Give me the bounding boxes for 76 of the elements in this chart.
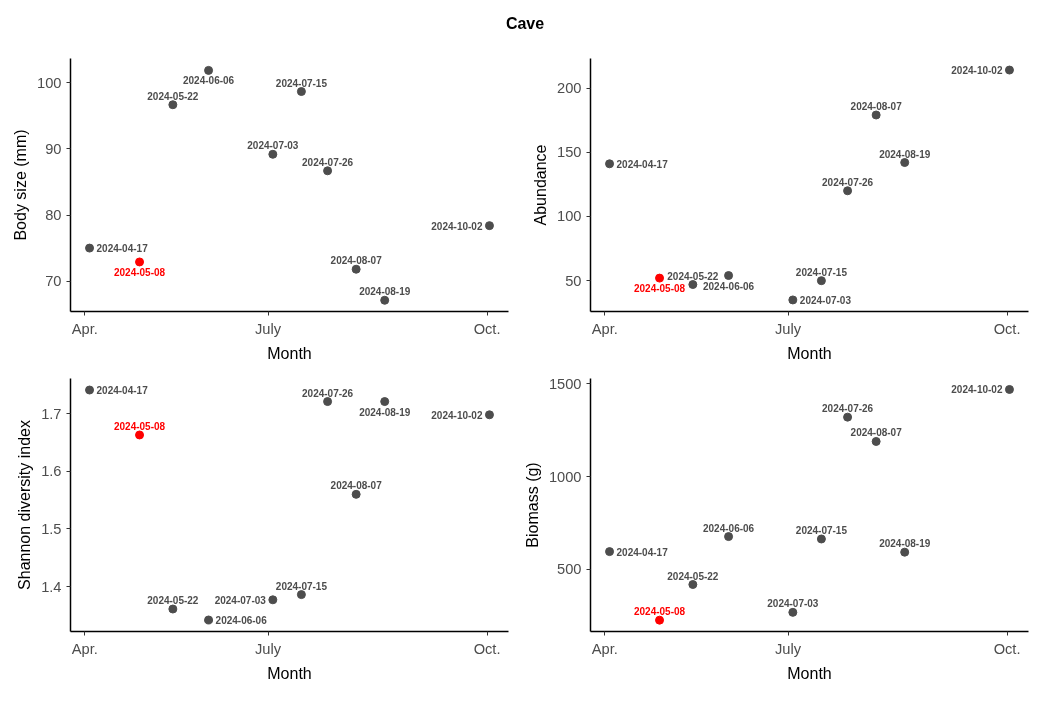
- y-tick-label: 500: [557, 561, 582, 578]
- data-label: 2024-07-03: [799, 294, 852, 306]
- data-label: 2024-10-02: [431, 220, 483, 232]
- y-axis-title: Biomass (g): [523, 462, 541, 548]
- data-label: 2024-07-03: [214, 594, 267, 606]
- y-tick-label: 150: [557, 144, 582, 161]
- data-label: 2024-04-17: [616, 546, 669, 558]
- x-tick-label: Apr.: [591, 320, 618, 337]
- y-tick-label: 100: [557, 208, 582, 225]
- data-label: 2024-08-07: [850, 101, 903, 113]
- data-label: 2024-06-06: [182, 75, 235, 87]
- y-tick-label: 100: [37, 74, 62, 91]
- data-label: 2024-08-19: [359, 406, 411, 418]
- x-tick-label: July: [255, 320, 282, 337]
- y-tick-label: 70: [45, 273, 62, 290]
- x-tick-label: Apr.: [71, 320, 98, 337]
- x-axis-title: Month: [267, 664, 312, 682]
- x-tick-label: July: [255, 640, 282, 657]
- y-tick-label: 1000: [548, 468, 582, 485]
- data-label: 2024-06-06: [702, 522, 755, 534]
- x-tick-label: Oct.: [473, 320, 501, 337]
- data-label: 2024-08-19: [879, 148, 931, 160]
- data-label: 2024-10-02: [431, 409, 483, 421]
- x-axis-title: Month: [787, 344, 832, 362]
- y-tick-label: 50: [565, 272, 582, 289]
- x-tick-label: Apr.: [71, 640, 98, 657]
- data-label: 2024-05-22: [667, 570, 719, 582]
- data-label: 2024-05-08: [113, 420, 166, 432]
- data-label: 2024-07-26: [822, 403, 874, 415]
- y-tick-label: 200: [557, 80, 582, 97]
- data-label: 2024-07-26: [302, 156, 354, 168]
- x-tick-label: Oct.: [993, 640, 1021, 657]
- x-tick-label: July: [775, 640, 802, 657]
- data-label: 2024-05-22: [147, 90, 199, 102]
- data-label: 2024-07-26: [302, 387, 354, 399]
- data-label: 2024-07-15: [795, 524, 848, 536]
- y-tick-label: 90: [45, 141, 62, 157]
- x-tick-label: Apr.: [591, 640, 618, 657]
- data-label: 2024-08-07: [330, 255, 383, 267]
- data-label: 2024-06-06: [215, 614, 268, 626]
- chart-title: Cave: [505, 14, 545, 34]
- y-tick-label: 1.4: [41, 578, 62, 595]
- data-label: 2024-08-07: [850, 427, 903, 439]
- y-tick-label: 1500: [548, 375, 582, 392]
- x-tick-label: July: [775, 320, 802, 337]
- data-label: 2024-07-15: [795, 266, 848, 278]
- y-axis-title: Abundance: [532, 144, 550, 226]
- data-label: 2024-10-02: [951, 384, 1003, 396]
- x-axis-title: Month: [267, 344, 312, 362]
- data-label: 2024-05-08: [633, 606, 686, 618]
- data-label: 2024-07-15: [275, 77, 328, 89]
- y-axis-title: Body size (mm): [12, 129, 30, 241]
- data-label: 2024-07-15: [275, 580, 328, 592]
- data-label: 2024-04-17: [616, 158, 669, 170]
- y-tick-label: 1.6: [41, 463, 62, 480]
- data-label: 2024-08-19: [359, 286, 411, 298]
- x-axis-title: Month: [787, 664, 832, 682]
- y-tick-label: 1.5: [41, 520, 62, 537]
- data-label: 2024-05-22: [147, 595, 199, 607]
- data-label: 2024-07-26: [822, 176, 874, 188]
- x-tick-label: Oct.: [473, 640, 501, 657]
- data-label: 2024-07-03: [767, 598, 819, 610]
- y-axis-title: Shannon diversity index: [16, 420, 34, 590]
- data-label: 2024-07-03: [247, 140, 299, 152]
- data-label: 2024-04-17: [96, 243, 149, 255]
- data-label: 2024-10-02: [951, 65, 1003, 77]
- data-label: 2024-06-06: [702, 280, 755, 292]
- y-tick-label: 80: [45, 207, 62, 224]
- data-label: 2024-05-22: [667, 270, 719, 282]
- data-label: 2024-08-07: [330, 480, 383, 492]
- y-tick-label: 1.7: [41, 405, 62, 422]
- x-tick-label: Oct.: [993, 320, 1021, 337]
- data-label: 2024-05-08: [113, 266, 166, 278]
- data-label: 2024-08-19: [879, 538, 931, 550]
- data-label: 2024-04-17: [96, 385, 149, 397]
- data-label: 2024-05-08: [633, 283, 686, 295]
